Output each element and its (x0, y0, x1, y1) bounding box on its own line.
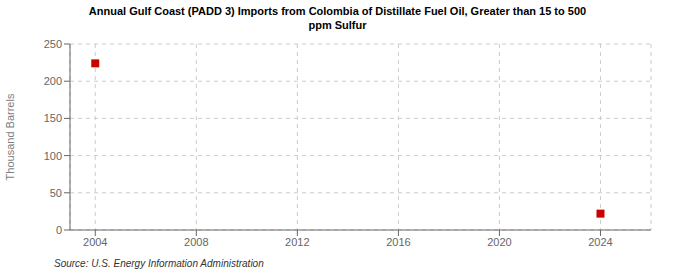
svg-text:0: 0 (56, 224, 62, 236)
svg-text:2012: 2012 (285, 236, 309, 248)
svg-text:2008: 2008 (184, 236, 208, 248)
svg-text:2004: 2004 (83, 236, 107, 248)
svg-text:50: 50 (50, 187, 62, 199)
svg-text:2020: 2020 (487, 236, 511, 248)
svg-text:2024: 2024 (588, 236, 612, 248)
html-text:ppm Sulfur: ppm Sulfur (308, 19, 367, 31)
html-text:Annual Gulf Coast (PADD 3) Imp: Annual Gulf Coast (PADD 3) Imports from … (88, 5, 587, 17)
svg-text:100: 100 (44, 150, 62, 162)
svg-text:150: 150 (44, 112, 62, 124)
svg-text:250: 250 (44, 38, 62, 50)
svg-text:Thousand Barrels: Thousand Barrels (8, 93, 16, 180)
svg-text:2016: 2016 (386, 236, 410, 248)
svg-text:200: 200 (44, 75, 62, 87)
html-text:Source: U.S. Energy Informatio: Source: U.S. Energy Information Administ… (54, 258, 264, 269)
